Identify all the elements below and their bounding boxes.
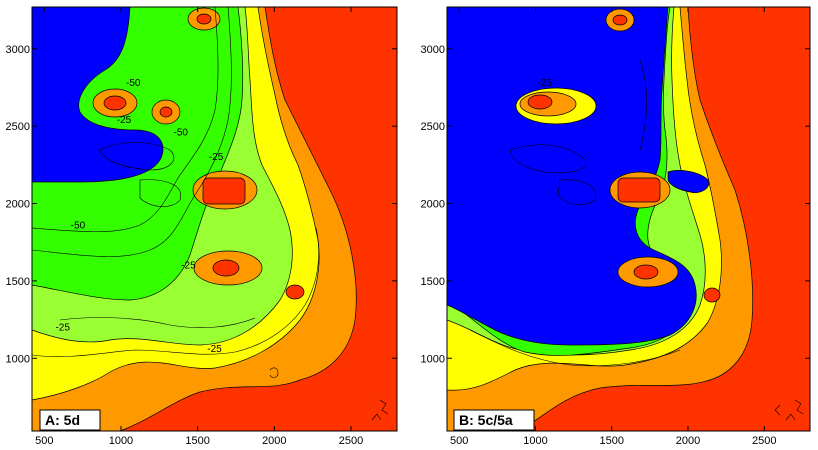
panel-a-y-tick-label: 3000 — [6, 44, 30, 56]
panel-a-contour-label: -50 — [126, 78, 141, 89]
panel-a-contour-labels: -50 -25 -25 -50 -50 -25 -25 -25 — [55, 78, 223, 355]
panel-a-x-tick-label: 500 — [35, 435, 53, 447]
panel-b-x-tick-label: 1500 — [599, 435, 623, 447]
panel-a-contour-label: -25 — [55, 322, 70, 333]
panel-b-y-tick-label: 1000 — [421, 353, 445, 365]
panel-a-x-tick-label: 1000 — [109, 435, 133, 447]
panel-a-contour-label: -25 — [117, 115, 132, 126]
panel-b-y-tick-label: 2000 — [421, 199, 445, 211]
panel-b-x-tick-label: 2000 — [676, 435, 700, 447]
panel-b-tag-box — [453, 409, 535, 431]
panel-a-x-tick-label: 1500 — [185, 435, 209, 447]
panel-a-frame — [31, 6, 398, 432]
panel-b-x-tick-label: 1000 — [523, 435, 547, 447]
panel-a-edge-noise — [269, 367, 389, 421]
panel-b-blue-pocket — [667, 170, 710, 194]
panel-b-frame — [446, 6, 811, 432]
panel-a-contour-field — [32, 7, 397, 431]
panel-b-y-tick-label: 3000 — [421, 44, 445, 56]
panel-b-x-tick-label: 500 — [450, 435, 468, 447]
panel-b: -25 500 1000 1500 2000 2500 1000 1500 2000 2500 3… — [421, 6, 811, 447]
panel-b-hotspot-3-core — [617, 177, 661, 203]
panel-a-contour-label: -50 — [71, 220, 86, 231]
panel-a-hotspot-2-core — [159, 106, 173, 118]
panel-a-hotspot-6 — [285, 284, 305, 300]
panel-b-x-tick-label: 2500 — [752, 435, 776, 447]
panel-a-hotspot-4-core — [212, 259, 240, 277]
panel-b-hotspot-2-core — [612, 14, 628, 26]
panel-b-contour-label: -25 — [537, 78, 552, 89]
panel-a-contour-label: -50 — [174, 127, 189, 138]
panel-a-y-tick-label: 2000 — [6, 199, 30, 211]
panel-a-x-tick-label: 2000 — [262, 435, 286, 447]
panel-b-contour-field — [447, 7, 810, 431]
panel-b-axes: 500 1000 1500 2000 2500 1000 1500 2000 2500 3000 — [421, 7, 810, 447]
panel-a: -50 -25 -25 -50 -50 -25 -25 -25 500 1000 1500 2000… — [6, 6, 398, 447]
panel-b-tag: B: 5c/5a — [459, 412, 513, 428]
panel-b-hotspot-5 — [703, 287, 721, 303]
panel-a-blue-region — [32, 7, 164, 183]
panel-b-contour-lines — [469, 59, 681, 367]
panel-b-contour-labels: -25 — [537, 78, 552, 89]
panel-b-y-tick-label: 1500 — [421, 276, 445, 288]
panel-a-y-tick-label: 1500 — [6, 276, 30, 288]
panel-a-hotspot-3-core — [202, 177, 246, 205]
panel-a-y-tick-label: 2500 — [6, 121, 30, 133]
panel-b-hotspot-4-core — [633, 264, 659, 280]
panel-a-hotspot-1-core — [103, 95, 127, 111]
panel-a-contour-label: -25 — [181, 261, 196, 272]
panel-a-hotspot-5-core — [196, 13, 212, 25]
panel-a-tag-box — [39, 409, 101, 431]
panel-a-axes: 500 1000 1500 2000 2500 1000 1500 2000 2500 3000 — [6, 7, 397, 447]
panel-b-hotspot-1-core — [527, 94, 553, 110]
panel-a-tag: A: 5d — [45, 412, 80, 428]
panel-a-contour-label: -25 — [207, 344, 222, 355]
panel-a-x-tick-label: 2500 — [339, 435, 363, 447]
panel-b-y-tick-label: 2500 — [421, 121, 445, 133]
panel-a-contour-lines — [32, 7, 320, 357]
panel-a-y-tick-label: 1000 — [6, 353, 30, 365]
panel-b-edge-noise — [774, 399, 804, 421]
panel-a-contour-label: -25 — [209, 152, 224, 163]
